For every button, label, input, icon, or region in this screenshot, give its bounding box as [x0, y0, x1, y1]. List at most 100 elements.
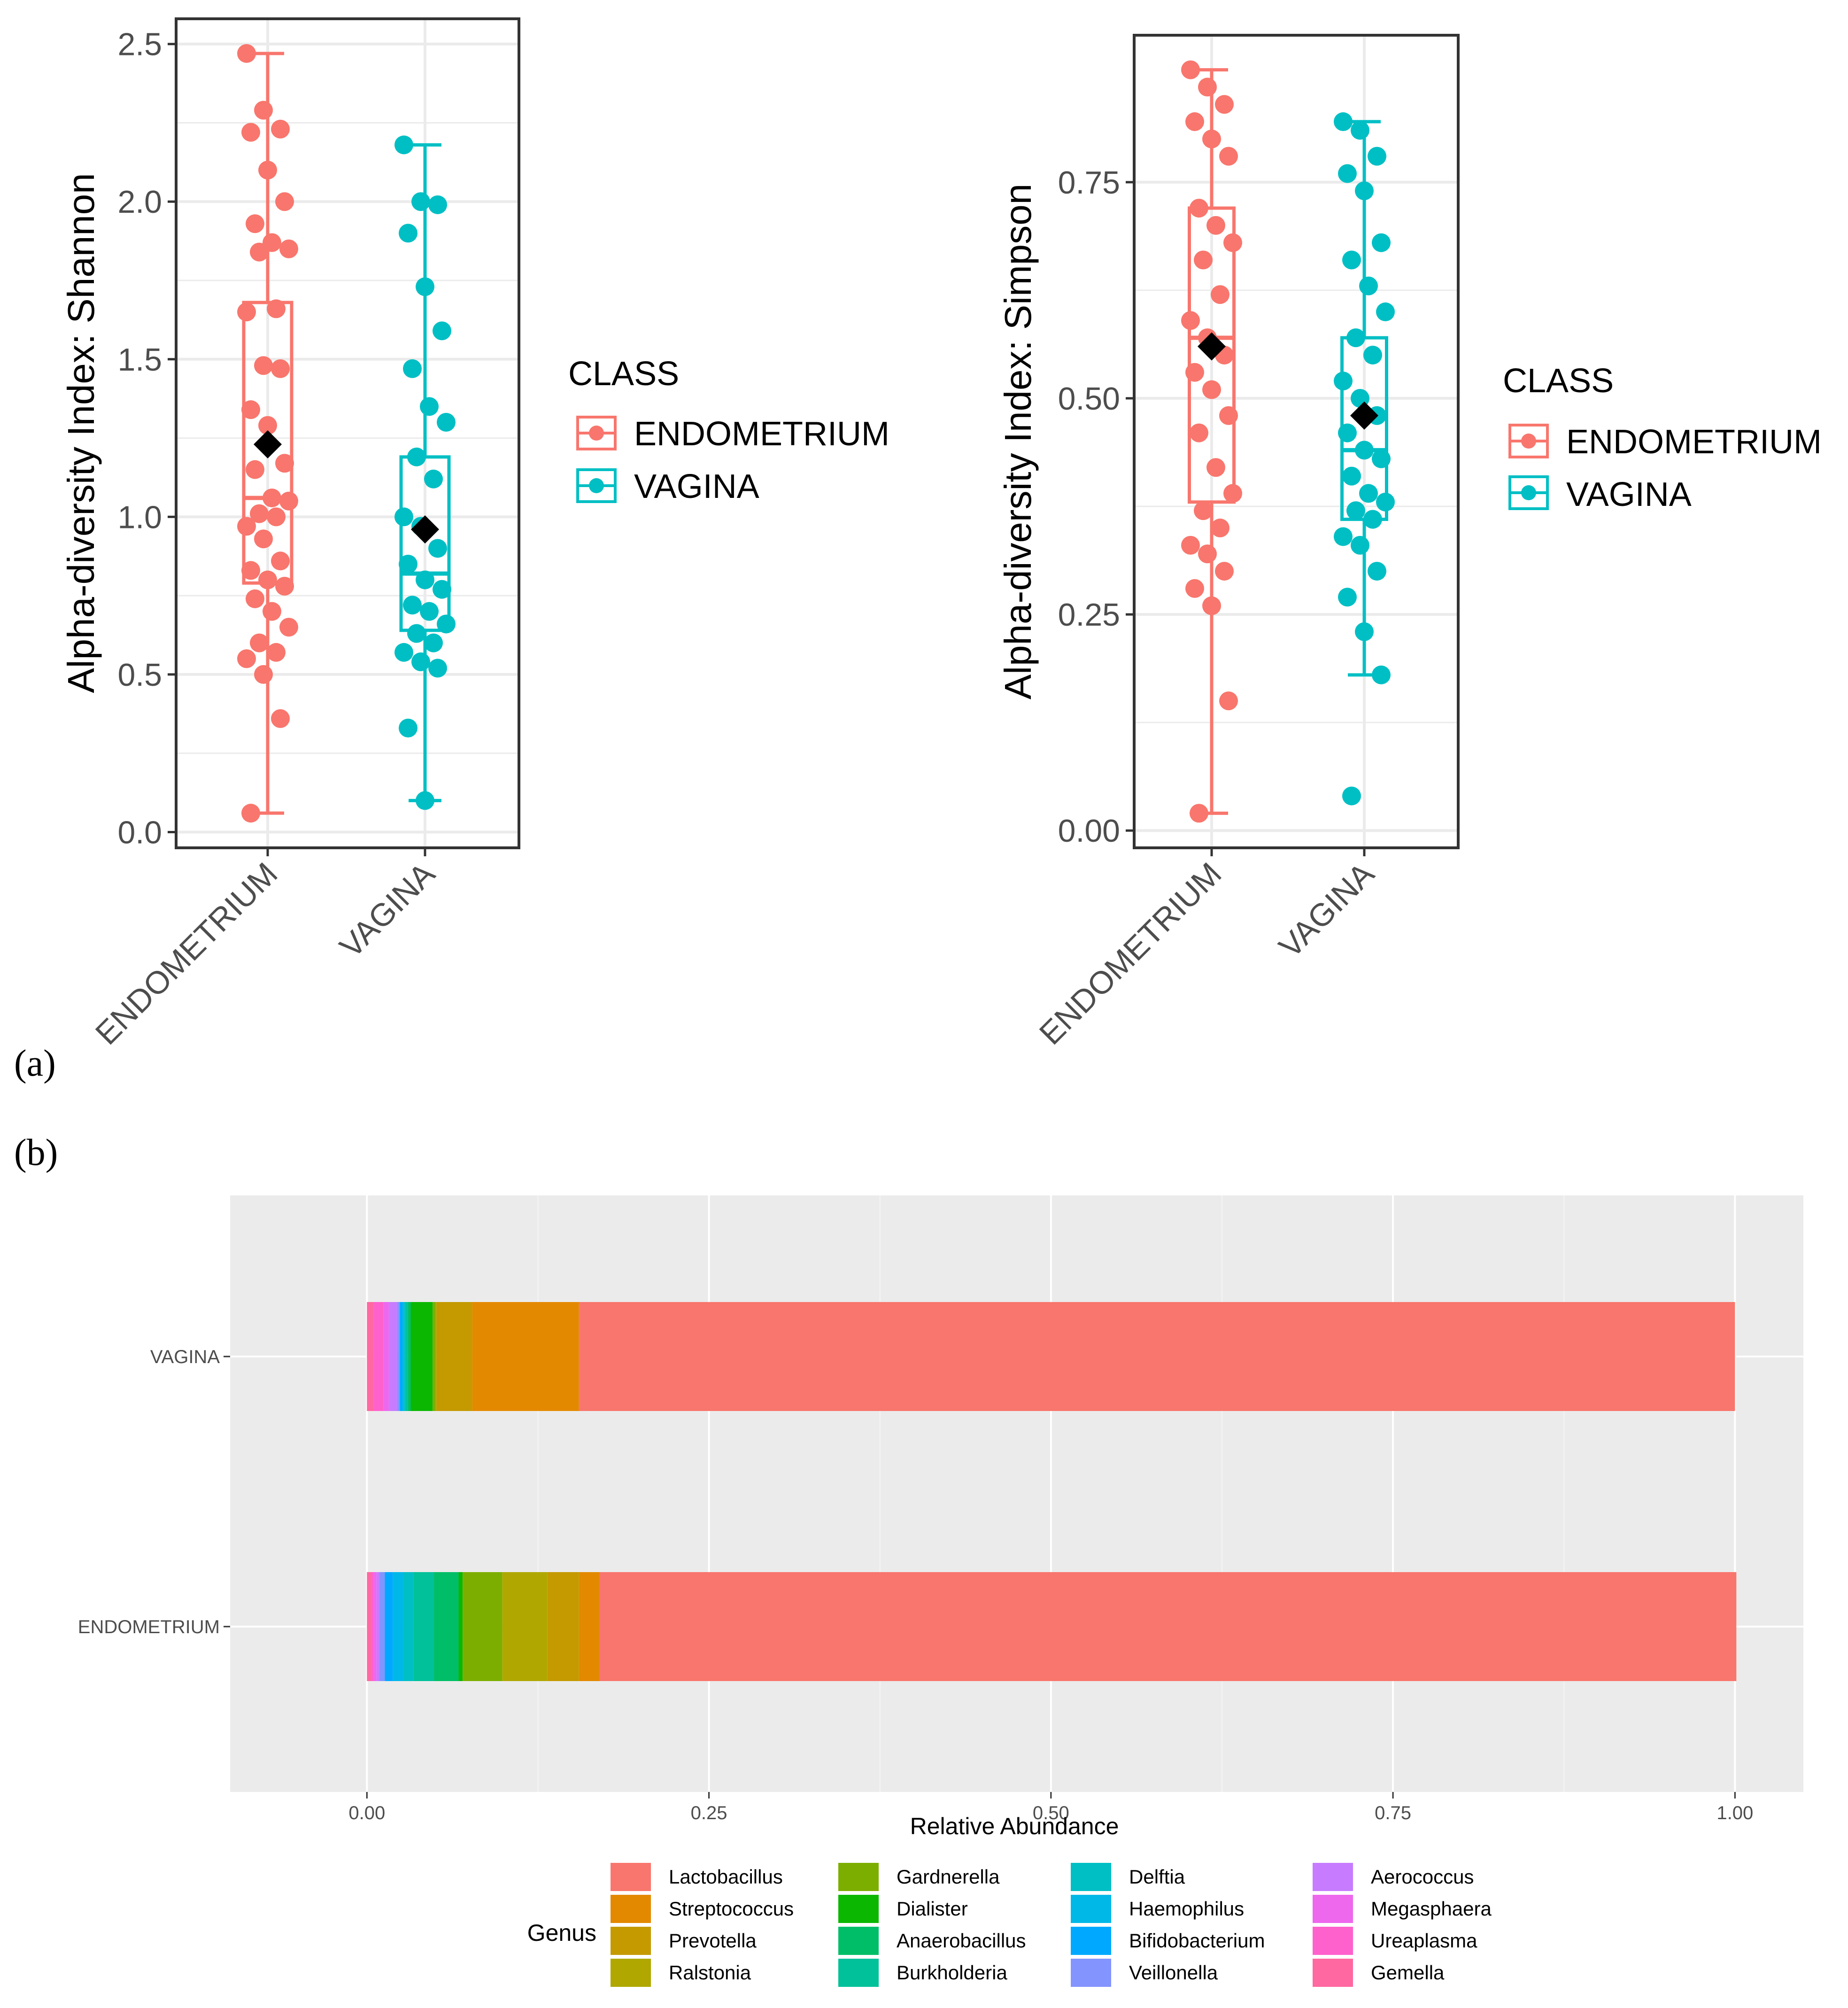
bar-segment-endometrium-haemophilus: [393, 1572, 404, 1681]
bar-segment-endometrium-gardnerella: [463, 1572, 503, 1681]
data-point: [271, 119, 290, 139]
data-point: [411, 192, 430, 211]
bar-segment-endometrium-delftia: [403, 1572, 414, 1681]
data-point: [1342, 250, 1361, 270]
data-point: [1215, 562, 1234, 581]
data-point: [1338, 423, 1357, 442]
data-point: [1363, 345, 1382, 364]
data-point: [437, 413, 456, 432]
x-tick-label: 0.50: [1033, 1803, 1069, 1823]
mean-marker: [1198, 332, 1226, 361]
data-point: [250, 242, 269, 262]
data-point: [1185, 112, 1204, 132]
bar-segment-endometrium-streptococcus: [579, 1572, 600, 1681]
legend-label-bifidobacterium: Bifidobacterium: [1129, 1930, 1265, 1952]
data-point: [1376, 492, 1395, 512]
legend-label-burkholderia: Burkholderia: [897, 1961, 1007, 1984]
simpson-panel-border: [1133, 34, 1460, 849]
bar-segment-vagina-veillonella: [397, 1302, 400, 1411]
data-point: [428, 539, 447, 558]
data-point: [1215, 95, 1234, 114]
data-point: [1219, 691, 1238, 711]
bar-segment-vagina-haemophilus: [402, 1302, 404, 1411]
shannon-plot: 0.0 0.5 1.0 1.5 2.0 2.5 ENDOMETRIUM VAGINA Alp…: [60, 17, 889, 1052]
bar-segment-vagina-gardnerella: [433, 1302, 435, 1411]
data-point: [1359, 276, 1378, 295]
data-point: [420, 397, 439, 416]
shannon-x-axis: ENDOMETRIUM VAGINA: [89, 848, 442, 1052]
legend-key-haemophilus: [1071, 1895, 1111, 1923]
mean-marker: [1350, 401, 1378, 430]
legend-label-lactobacillus: Lactobacillus: [669, 1866, 783, 1888]
legend-key-veillonella: [1071, 1959, 1111, 1987]
abundance-plot: VAGINA ENDOMETRIUM 0.00 0.25 0.50 0.75 1.00 R…: [78, 1195, 1803, 1987]
bar-segment-vagina-ureaplasma: [373, 1302, 384, 1411]
data-point: [1198, 544, 1217, 564]
y-tick-label: VAGINA: [150, 1347, 220, 1367]
data-point: [411, 652, 430, 672]
data-point: [1372, 449, 1391, 468]
legend-key-dialister: [838, 1895, 879, 1923]
bar-segment-vagina-delftia: [403, 1302, 405, 1411]
data-point: [1334, 112, 1353, 132]
simpson-x-axis: ENDOMETRIUM VAGINA: [1033, 848, 1381, 1052]
data-point: [433, 321, 451, 341]
genus-legend-items: Lactobacillus Streptococcus Prevotella Rals…: [611, 1863, 1492, 1987]
bar-segment-endometrium-bifidobacterium: [385, 1572, 393, 1681]
data-point: [254, 529, 273, 549]
data-point: [399, 555, 418, 574]
shannon-y-label: Alpha-diversity Index: Shannon: [60, 173, 102, 693]
data-point: [1190, 199, 1208, 218]
simpson-y-axis: 0.00 0.25 0.50 0.75: [1058, 165, 1134, 849]
data-point: [428, 659, 447, 678]
data-point: [271, 359, 290, 378]
data-point: [246, 214, 264, 233]
x-tick-label: 0.00: [348, 1803, 385, 1823]
legend-key-lactobacillus: [611, 1863, 651, 1891]
legend-label-streptococcus: Streptococcus: [669, 1898, 794, 1920]
data-point: [1334, 372, 1353, 391]
bar-segment-endometrium-megasphaera: [373, 1572, 377, 1681]
data-point: [1338, 588, 1357, 607]
legend-key-burkholderia: [838, 1959, 879, 1987]
data-point: [1194, 250, 1213, 270]
data-point: [258, 570, 277, 589]
legend-label-veillonella: Veillonella: [1129, 1961, 1218, 1984]
data-point: [279, 491, 298, 511]
data-point: [241, 804, 260, 823]
simpson-legend-key-vagina: [1508, 475, 1549, 510]
data-point: [1342, 466, 1361, 486]
x-tick-label: ENDOMETRIUM: [89, 856, 285, 1052]
data-point: [1355, 181, 1374, 201]
shannon-legend-key-endometrium: [576, 416, 617, 450]
bar-segment-endometrium-burkholderia: [413, 1572, 434, 1681]
data-point: [1372, 233, 1391, 252]
legend-label-prevotella: Prevotella: [669, 1930, 757, 1952]
legend-label-ralstonia: Ralstonia: [669, 1961, 751, 1984]
y-tick-label: 0.75: [1058, 165, 1120, 201]
y-tick-label: ENDOMETRIUM: [78, 1617, 220, 1637]
shannon-y-axis: 0.0 0.5 1.0 1.5 2.0 2.5: [117, 27, 176, 850]
x-tick-label: 1.00: [1717, 1803, 1753, 1823]
simpson-legend: CLASS ENDOMETRIUM VAGINA: [1503, 362, 1822, 513]
data-point: [254, 101, 273, 120]
legend-key-prevotella: [611, 1927, 651, 1955]
legend-key-ralstonia: [611, 1959, 651, 1987]
data-point: [1190, 423, 1208, 442]
legend-key-gemella: [1313, 1959, 1353, 1987]
data-point: [428, 195, 447, 214]
box-vagina: [394, 135, 456, 810]
bar-segment-endometrium-gemella: [367, 1572, 371, 1681]
abundance-y-axis: VAGINA ENDOMETRIUM: [78, 1347, 230, 1637]
data-point: [1198, 78, 1217, 97]
data-point: [275, 576, 294, 596]
data-point: [275, 192, 294, 211]
panel-label-a: (a): [14, 1043, 56, 1084]
data-point: [424, 633, 443, 652]
legend-label-ureaplasma: Ureaplasma: [1371, 1930, 1477, 1952]
data-point: [1181, 535, 1200, 555]
legend-key-ureaplasma: [1313, 1927, 1353, 1955]
data-point: [1223, 233, 1242, 252]
bar-segment-vagina-aerococcus: [388, 1302, 397, 1411]
genus-legend: Genus Lactobacillus Streptococcus Prevotel…: [527, 1863, 1492, 1987]
